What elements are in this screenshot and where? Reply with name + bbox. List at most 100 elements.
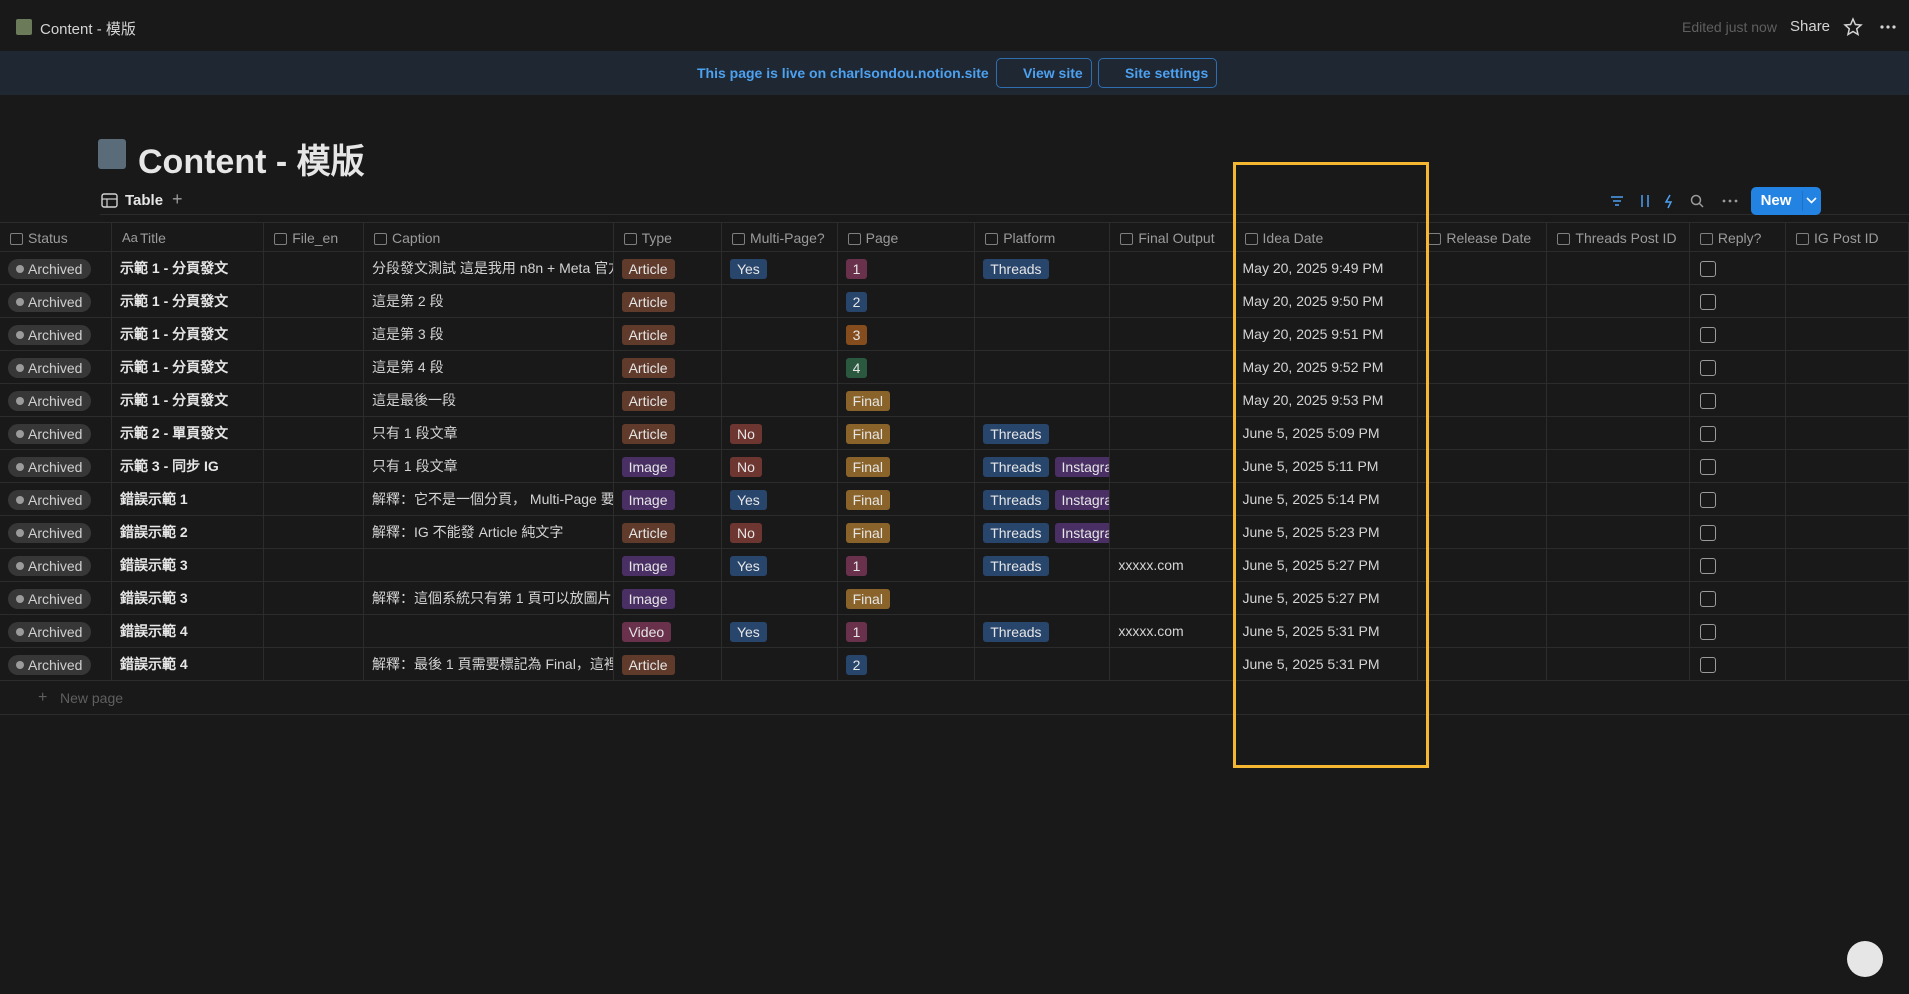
- table-cell[interactable]: Archived: [0, 318, 112, 351]
- table-cell[interactable]: [1547, 549, 1689, 582]
- table-cell[interactable]: 分段發文測試 這是我用 n8n + Meta 官方: [364, 252, 614, 285]
- table-cell[interactable]: [1418, 549, 1547, 582]
- checkbox[interactable]: [1700, 360, 1716, 376]
- table-cell[interactable]: [264, 351, 364, 384]
- table-cell[interactable]: 這是第 3 段: [364, 318, 614, 351]
- table-cell[interactable]: Yes: [722, 252, 838, 285]
- table-cell[interactable]: [1418, 615, 1547, 648]
- table-cell[interactable]: Article: [614, 351, 722, 384]
- table-cell[interactable]: [1418, 648, 1547, 681]
- table-cell[interactable]: [1547, 252, 1689, 285]
- table-cell[interactable]: [1690, 351, 1786, 384]
- table-cell[interactable]: [1786, 384, 1909, 417]
- checkbox[interactable]: [1700, 294, 1716, 310]
- table-cell[interactable]: [1110, 252, 1234, 285]
- table-cell[interactable]: [1690, 549, 1786, 582]
- table-cell[interactable]: [722, 582, 838, 615]
- column-header[interactable]: Threads Post ID: [1547, 222, 1689, 252]
- table-cell[interactable]: [1547, 351, 1689, 384]
- table-cell[interactable]: 1: [838, 615, 976, 648]
- table-cell[interactable]: [264, 648, 364, 681]
- checkbox[interactable]: [1700, 426, 1716, 442]
- view-tools[interactable]: [1608, 192, 1718, 210]
- table-cell[interactable]: Article: [614, 516, 722, 549]
- table-cell[interactable]: [1547, 582, 1689, 615]
- site-settings-button[interactable]: Site settings: [1098, 58, 1217, 88]
- column-header[interactable]: Final Output: [1110, 222, 1234, 252]
- checkbox[interactable]: [1700, 525, 1716, 541]
- table-cell[interactable]: Threads: [975, 549, 1110, 582]
- table-cell[interactable]: [264, 417, 364, 450]
- table-cell[interactable]: Final: [838, 516, 976, 549]
- table-cell[interactable]: Threads: [975, 615, 1110, 648]
- table-cell[interactable]: 錯誤示範 1: [112, 483, 264, 516]
- table-cell[interactable]: [1690, 516, 1786, 549]
- table-cell[interactable]: [1690, 318, 1786, 351]
- table-cell[interactable]: [1547, 483, 1689, 516]
- table-cell[interactable]: Article: [614, 285, 722, 318]
- table-cell[interactable]: Archived: [0, 285, 112, 318]
- table-cell[interactable]: Threads: [975, 417, 1110, 450]
- table-cell[interactable]: [1547, 450, 1689, 483]
- table-cell[interactable]: No: [722, 417, 838, 450]
- table-cell[interactable]: [264, 483, 364, 516]
- help-button[interactable]: [1847, 941, 1883, 977]
- table-cell[interactable]: [722, 351, 838, 384]
- column-header[interactable]: IG Post ID: [1786, 222, 1909, 252]
- table-cell[interactable]: [1110, 516, 1234, 549]
- more-button[interactable]: [1878, 17, 1898, 37]
- view-tab[interactable]: Table: [125, 192, 163, 209]
- table-cell[interactable]: [1547, 384, 1689, 417]
- table-cell[interactable]: Archived: [0, 252, 112, 285]
- table-cell[interactable]: [975, 351, 1110, 384]
- table-cell[interactable]: [1786, 450, 1909, 483]
- table-cell[interactable]: [1418, 384, 1547, 417]
- table-cell[interactable]: [1547, 648, 1689, 681]
- table-cell[interactable]: [1786, 615, 1909, 648]
- table-cell[interactable]: [722, 384, 838, 417]
- table-cell[interactable]: [975, 384, 1110, 417]
- table-cell[interactable]: [264, 252, 364, 285]
- table-cell[interactable]: 2: [838, 648, 976, 681]
- table-cell[interactable]: [722, 318, 838, 351]
- table-cell[interactable]: [1418, 318, 1547, 351]
- table-cell[interactable]: 示範 1 - 分頁發文: [112, 285, 264, 318]
- table-cell[interactable]: [722, 285, 838, 318]
- table-cell[interactable]: Threads: [975, 252, 1110, 285]
- table-cell[interactable]: Archived: [0, 483, 112, 516]
- table-cell[interactable]: ThreadsInstagram: [975, 516, 1110, 549]
- table-cell[interactable]: ThreadsInstagram: [975, 483, 1110, 516]
- table-cell[interactable]: [1690, 417, 1786, 450]
- table-cell[interactable]: Yes: [722, 615, 838, 648]
- table-cell[interactable]: [1110, 483, 1234, 516]
- table-cell[interactable]: [1418, 450, 1547, 483]
- column-header[interactable]: AaTitle: [112, 222, 264, 252]
- table-cell[interactable]: [1690, 450, 1786, 483]
- table-cell[interactable]: Archived: [0, 615, 112, 648]
- table-cell[interactable]: 錯誤示範 3: [112, 549, 264, 582]
- table-cell[interactable]: Archived: [0, 516, 112, 549]
- table-cell[interactable]: ThreadsInstagram: [975, 450, 1110, 483]
- table-cell[interactable]: [1690, 483, 1786, 516]
- table-cell[interactable]: Article: [614, 417, 722, 450]
- view-site-button[interactable]: View site: [996, 58, 1092, 88]
- table-cell[interactable]: 解釋：這個系統只有第 1 頁可以放圖片，: [364, 582, 614, 615]
- table-cell[interactable]: 示範 1 - 分頁發文: [112, 351, 264, 384]
- table-cell[interactable]: Final: [838, 417, 976, 450]
- table-cell[interactable]: Yes: [722, 483, 838, 516]
- table-cell[interactable]: [264, 549, 364, 582]
- table-cell[interactable]: No: [722, 450, 838, 483]
- table-cell[interactable]: [1110, 417, 1234, 450]
- column-header[interactable]: Platform: [975, 222, 1110, 252]
- table-cell[interactable]: [1547, 417, 1689, 450]
- table-cell[interactable]: [264, 384, 364, 417]
- new-page-row[interactable]: +New page: [0, 681, 1909, 715]
- table-cell[interactable]: 示範 1 - 分頁發文: [112, 318, 264, 351]
- table-cell[interactable]: [1786, 549, 1909, 582]
- table-cell[interactable]: [1690, 285, 1786, 318]
- column-header[interactable]: Type: [614, 222, 722, 252]
- table-cell[interactable]: [264, 582, 364, 615]
- more-view-options[interactable]: [1720, 192, 1740, 210]
- table-cell[interactable]: [364, 615, 614, 648]
- column-header[interactable]: Status: [0, 222, 112, 252]
